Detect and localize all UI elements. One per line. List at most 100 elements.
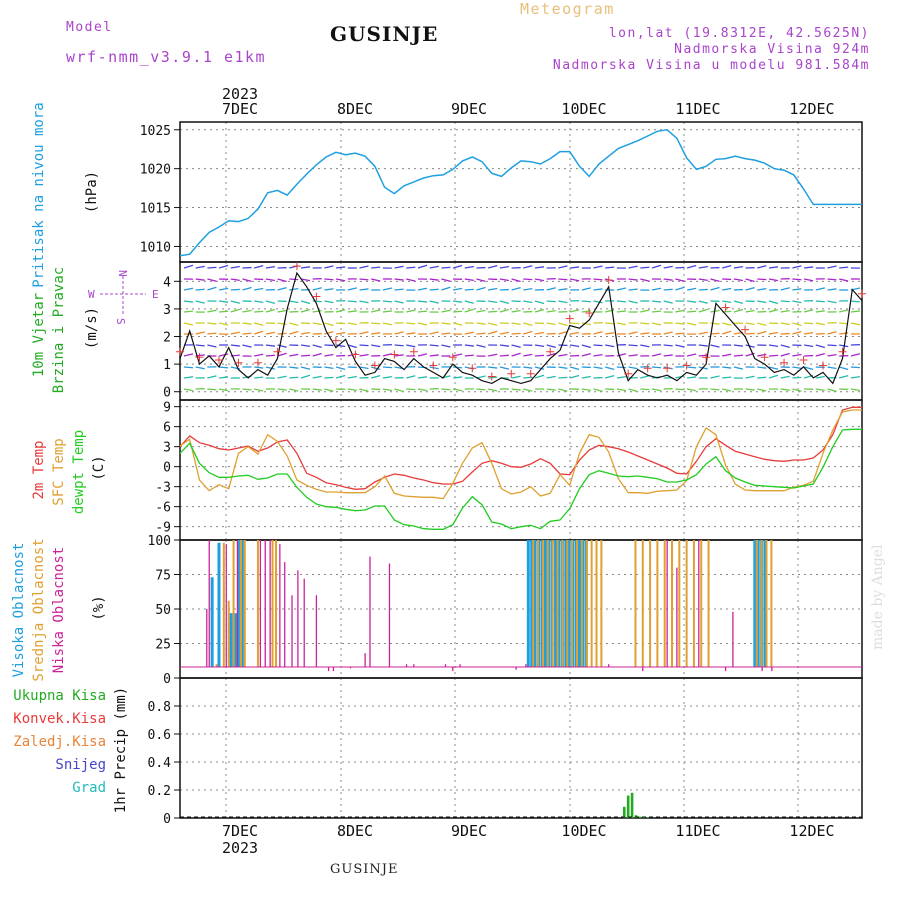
cloud-bar	[236, 540, 240, 667]
wind-arrow	[722, 300, 732, 303]
axis-label-dew: dewpt Temp	[71, 430, 87, 514]
wind-arrow	[757, 288, 767, 291]
wind-arrow	[757, 366, 767, 369]
tick-label-y: 1020	[140, 163, 171, 178]
wind-arrow	[698, 300, 708, 304]
wind-arrow	[523, 300, 533, 304]
wind-gust-marker	[292, 262, 301, 271]
wind-arrow	[242, 332, 252, 335]
wind-arrow	[511, 286, 521, 291]
wind-arrow	[265, 308, 276, 313]
wind-arrow	[839, 344, 849, 348]
wind-arrow	[336, 332, 346, 335]
wind-arrow	[581, 375, 591, 379]
wind-arrow	[277, 278, 287, 283]
wind-arrow	[452, 388, 463, 392]
wind-arrow	[663, 278, 673, 281]
wind-arrow	[183, 366, 194, 369]
wind-arrow	[453, 310, 463, 313]
cloud-bars-low	[206, 540, 773, 672]
cloud-bar	[234, 613, 238, 667]
wind-arrow	[242, 278, 252, 283]
wind-arrow	[183, 300, 194, 303]
axis-label-sfc: SFC Temp	[51, 438, 67, 505]
wind-arrow	[581, 388, 591, 391]
wind-arrow	[488, 330, 498, 335]
wind-arrow	[371, 344, 381, 348]
wind-gust-marker	[487, 372, 496, 381]
wind-arrow	[417, 322, 428, 326]
wind-arrow	[558, 388, 568, 392]
tick-label-y: -9	[155, 521, 171, 536]
wind-arrow	[254, 310, 264, 313]
year-label-top: 2023	[222, 85, 258, 103]
wind-arrow	[593, 288, 603, 291]
wind-arrow	[464, 354, 474, 357]
wind-arrow	[417, 353, 428, 357]
wind-arrow	[651, 322, 662, 326]
wind-arrow	[324, 388, 334, 392]
wind-arrow	[687, 366, 697, 369]
wind-arrow	[511, 388, 521, 391]
wind-arrow	[605, 366, 615, 371]
wind-arrow	[218, 353, 229, 357]
wind-arrow	[839, 266, 849, 269]
wind-arrow	[663, 300, 673, 304]
wind-arrow	[476, 286, 486, 291]
wind-arrow	[218, 287, 229, 291]
wind-arrow	[768, 344, 779, 347]
wind-arrow	[804, 266, 814, 269]
wind-arrow	[768, 278, 779, 282]
wind-arrow	[698, 278, 708, 281]
wind-arrow	[406, 388, 416, 391]
wind-arrow	[792, 322, 802, 327]
wind-arrow	[722, 376, 732, 379]
wind-arrow	[429, 331, 439, 335]
wind-arrow	[686, 388, 697, 392]
wind-arrow	[265, 278, 276, 282]
tick-label-y: 4	[163, 275, 171, 290]
wind-gust-marker	[721, 303, 730, 312]
wind-arrow	[417, 300, 428, 303]
wind-arrow	[651, 366, 662, 369]
wind-arrow	[651, 264, 662, 269]
panel-frame	[179, 399, 863, 541]
wind-arrow	[499, 278, 510, 282]
wind-arrow	[745, 309, 755, 313]
wind-arrow	[628, 344, 638, 347]
wind-arrow	[195, 278, 205, 281]
precip-bar	[638, 816, 642, 818]
legend-precip-0: Ukupna Kisa	[13, 688, 106, 704]
tick-label-y: 1010	[140, 240, 171, 255]
wind-arrow	[733, 300, 744, 305]
wind-arrow	[569, 309, 580, 313]
wind-arrow	[359, 331, 369, 335]
wind-arrow	[722, 264, 732, 269]
wind-arrow	[757, 388, 767, 392]
wind-arrow	[780, 388, 790, 391]
wind-arrow	[417, 310, 428, 313]
wind-arrow	[722, 353, 732, 357]
wind-arrow	[850, 322, 861, 326]
cloud-bars-mid	[215, 540, 773, 667]
wind-arrow	[616, 310, 626, 313]
wind-arrow	[815, 300, 825, 303]
wind-arrow	[265, 300, 276, 305]
wind-arrow	[722, 287, 732, 291]
wind-arrow	[827, 331, 837, 335]
wind-arrow	[335, 374, 346, 379]
wind-arrow	[558, 265, 568, 269]
tick-label-y: 0.2	[148, 784, 171, 799]
axis-label-cloud-low: Niska Oblacnost	[51, 547, 67, 673]
wind-arrow	[499, 308, 510, 313]
wind-arrow	[815, 322, 825, 326]
date-label-bottom: 9DEC	[451, 822, 487, 840]
model-label: Model	[66, 20, 113, 35]
wind-arrow	[289, 288, 299, 291]
wind-arrow	[289, 278, 299, 281]
wind-arrow	[359, 388, 369, 393]
wind-arrow	[347, 300, 357, 303]
wind-arrow	[230, 288, 240, 291]
tick-label-y: 6	[163, 421, 171, 436]
wind-arrow	[827, 265, 837, 269]
